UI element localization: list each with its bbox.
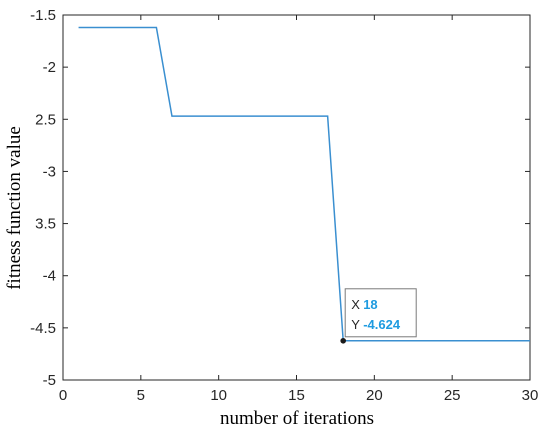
datatip-axis-label: X <box>351 297 360 312</box>
datatip[interactable]: X 18Y -4.624 <box>340 288 417 344</box>
x-tick-label: 20 <box>366 387 383 404</box>
y-tick-label: -2 <box>43 59 56 76</box>
series-line <box>78 26 530 342</box>
x-tick-label: 0 <box>59 387 67 404</box>
y-tick-label: 2.5 <box>35 111 56 128</box>
y-tick-label: -4.5 <box>30 320 56 337</box>
tick-layer: 0 5 10 15 20 25 30 -1.5 -2 2.5 -3 3.5 -4 -4.5 -5 <box>30 7 538 404</box>
y-tick-label: -5 <box>43 372 56 389</box>
datatip-marker[interactable] <box>340 337 347 344</box>
x-tick-label: 30 <box>522 387 539 404</box>
datatip-box <box>344 288 417 338</box>
series-layer <box>78 26 530 342</box>
datatip-value: -4.624 <box>363 317 401 332</box>
y-axis-title: fitness function value <box>4 126 25 290</box>
y-tick-label: 3.5 <box>35 216 56 233</box>
x-tick-label: 15 <box>288 387 305 404</box>
datatip-value: 18 <box>363 297 377 312</box>
plot-area <box>62 14 531 381</box>
x-tick-label: 25 <box>444 387 461 404</box>
datatip-axis-label: Y <box>351 317 360 332</box>
y-tick-label: -3 <box>43 163 56 180</box>
plot-frame <box>62 14 531 381</box>
y-tick-label: -1.5 <box>30 7 56 24</box>
x-tick-label: 10 <box>210 387 227 404</box>
x-tick-label: 5 <box>137 387 145 404</box>
x-axis-title: number of iterations <box>220 408 374 429</box>
y-tick-label: -4 <box>43 268 56 285</box>
